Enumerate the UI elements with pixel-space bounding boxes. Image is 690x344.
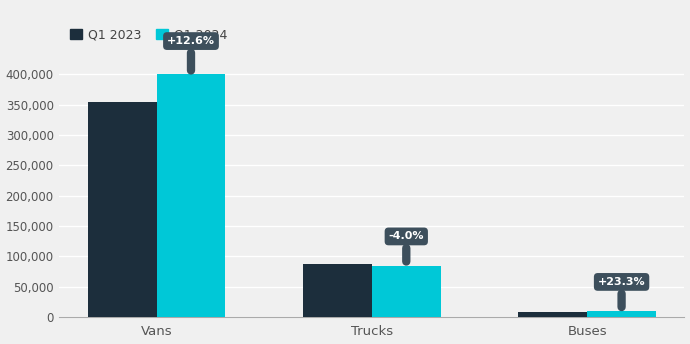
Bar [303, 264, 372, 317]
Bar [518, 312, 587, 317]
Bar [88, 102, 157, 317]
Bar [587, 311, 656, 317]
Text: -4.0%: -4.0% [388, 232, 424, 261]
Legend: Q1 2023, Q1 2024: Q1 2023, Q1 2024 [66, 23, 233, 46]
Text: +23.3%: +23.3% [598, 277, 645, 307]
Text: +12.6%: +12.6% [167, 36, 215, 71]
Bar [372, 266, 441, 317]
Bar [157, 74, 226, 317]
